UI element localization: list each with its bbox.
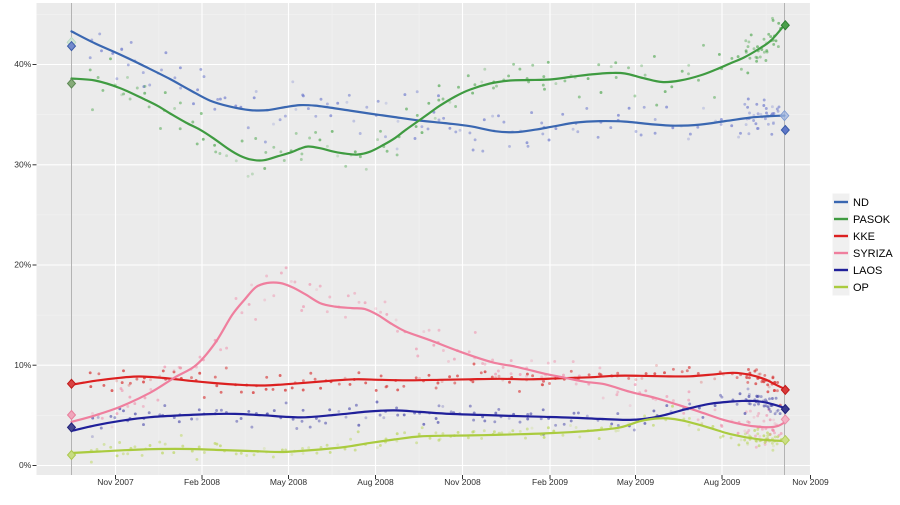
svg-text:Aug 2008: Aug 2008 [357,477,394,487]
svg-text:Feb 2008: Feb 2008 [184,477,220,487]
svg-text:Nov 2007: Nov 2007 [97,477,134,487]
svg-text:Nov 2008: Nov 2008 [444,477,481,487]
svg-text:May 2008: May 2008 [270,477,308,487]
svg-text:Nov 2009: Nov 2009 [792,477,829,487]
svg-text:40%: 40% [14,59,31,69]
svg-text:KKE: KKE [853,231,875,243]
svg-text:30%: 30% [14,159,31,169]
svg-text:Feb 2009: Feb 2009 [532,477,568,487]
svg-text:PASOK: PASOK [853,214,891,226]
svg-text:SYRIZA: SYRIZA [853,248,893,260]
svg-text:20%: 20% [14,260,31,270]
svg-text:0%: 0% [19,460,32,470]
svg-text:LAOS: LAOS [853,265,882,277]
svg-text:May 2009: May 2009 [617,477,655,487]
svg-text:ND: ND [853,197,869,209]
svg-text:Aug 2009: Aug 2009 [704,477,741,487]
svg-text:OP: OP [853,282,869,294]
svg-text:10%: 10% [14,360,31,370]
